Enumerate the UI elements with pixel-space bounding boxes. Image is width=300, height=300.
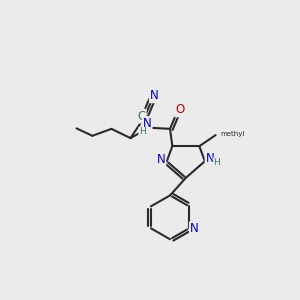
Text: methyl: methyl bbox=[220, 131, 244, 137]
Text: N: N bbox=[206, 152, 214, 165]
Text: N: N bbox=[157, 153, 165, 166]
Text: N: N bbox=[190, 222, 199, 235]
Text: H: H bbox=[139, 128, 145, 136]
Text: C: C bbox=[137, 110, 146, 123]
Text: N: N bbox=[150, 89, 159, 102]
Text: H: H bbox=[213, 158, 220, 167]
Text: N: N bbox=[143, 117, 152, 130]
Text: O: O bbox=[175, 103, 184, 116]
